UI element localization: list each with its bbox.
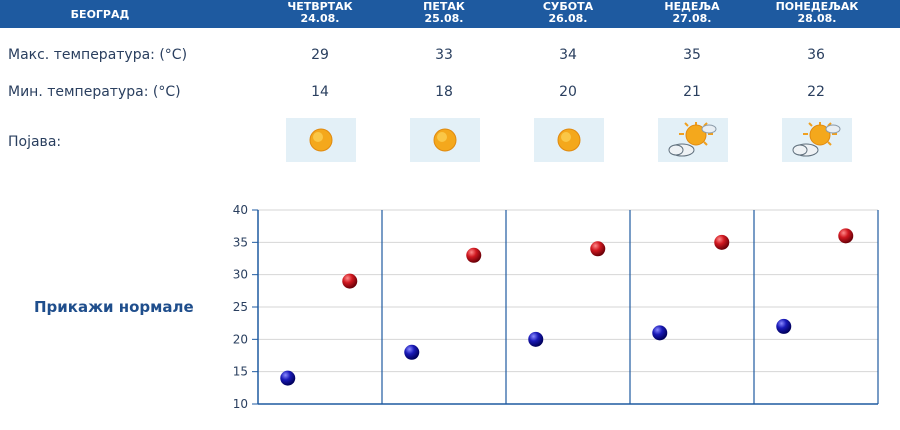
- phenomenon-label: Појава:: [8, 134, 62, 150]
- weather-icon-box: [410, 118, 480, 162]
- max-temp-value: 36: [807, 47, 825, 63]
- y-tick-label: 10: [233, 397, 248, 411]
- min-temp-value: 20: [559, 84, 577, 100]
- max-temp-marker: [342, 273, 358, 289]
- y-tick-label: 25: [233, 300, 248, 314]
- min-temp-value: 14: [311, 84, 329, 100]
- y-tick-label: 30: [233, 268, 248, 282]
- weather-icon-box: [658, 118, 728, 162]
- sun-cloud-icon: [668, 122, 717, 157]
- day-date: 24.08.: [300, 12, 340, 25]
- min-temp-value: 21: [683, 84, 701, 100]
- city-name: БЕОГРАД: [70, 8, 130, 21]
- y-tick-label: 20: [233, 332, 248, 346]
- weather-icon-box: [286, 118, 356, 162]
- y-tick-label: 15: [233, 365, 248, 379]
- chart-grid: [258, 209, 878, 405]
- day-name: ПОНЕДЕЉАК: [775, 0, 859, 13]
- day-date: 26.08.: [548, 12, 588, 25]
- day-date: 25.08.: [424, 12, 464, 25]
- max-temp-value: 34: [559, 47, 577, 63]
- day-header: ПЕТАК 25.08.: [394, 1, 494, 29]
- chart-marks: [280, 228, 854, 386]
- max-temp-marker: [838, 228, 854, 244]
- y-tick-label: 40: [233, 203, 248, 217]
- forecast-header: БЕОГРАД ЧЕТВРТАК 24.08. ПЕТАК 25.08. СУБ…: [0, 0, 900, 28]
- day-date: 28.08.: [797, 12, 837, 25]
- max-temp-marker: [714, 234, 730, 250]
- sun-cloud-icon: [792, 122, 841, 157]
- day-header: ПОНЕДЕЉАК 28.08.: [764, 1, 870, 29]
- min-temp-marker: [776, 318, 792, 334]
- max-temp-value: 33: [435, 47, 453, 63]
- min-temp-label: Мин. температура: (°C): [8, 84, 181, 100]
- day-date: 27.08.: [672, 12, 712, 25]
- max-temp-marker: [590, 241, 606, 257]
- weather-icon-box: [782, 118, 852, 162]
- sun-icon: [309, 128, 333, 152]
- day-name: ЧЕТВРТАК: [287, 0, 353, 13]
- min-temp-marker: [280, 370, 296, 386]
- max-temp-value: 35: [683, 47, 701, 63]
- max-temp-label: Макс. температура: (°C): [8, 47, 188, 63]
- sun-icon: [433, 128, 457, 152]
- day-header: СУБОТА 26.08.: [518, 1, 618, 29]
- min-temp-value: 22: [807, 84, 825, 100]
- sun-icon: [557, 128, 581, 152]
- chart-axes: 10 15 20 25 30 35 40: [233, 203, 879, 411]
- day-name: СУБОТА: [542, 0, 594, 13]
- show-normals-link[interactable]: Прикажи нормале: [34, 298, 194, 316]
- min-temp-marker: [652, 325, 668, 341]
- weather-icon-box: [534, 118, 604, 162]
- day-name: НЕДЕЉА: [664, 0, 720, 13]
- min-temp-marker: [528, 331, 544, 347]
- day-name: ПЕТАК: [423, 0, 465, 13]
- day-header: ЧЕТВРТАК 24.08.: [270, 1, 370, 29]
- day-header: НЕДЕЉА 27.08.: [642, 1, 742, 29]
- min-temp-marker: [404, 344, 420, 360]
- min-temp-value: 18: [435, 84, 453, 100]
- y-tick-label: 35: [233, 235, 248, 249]
- max-temp-marker: [466, 247, 482, 263]
- max-temp-value: 29: [311, 47, 329, 63]
